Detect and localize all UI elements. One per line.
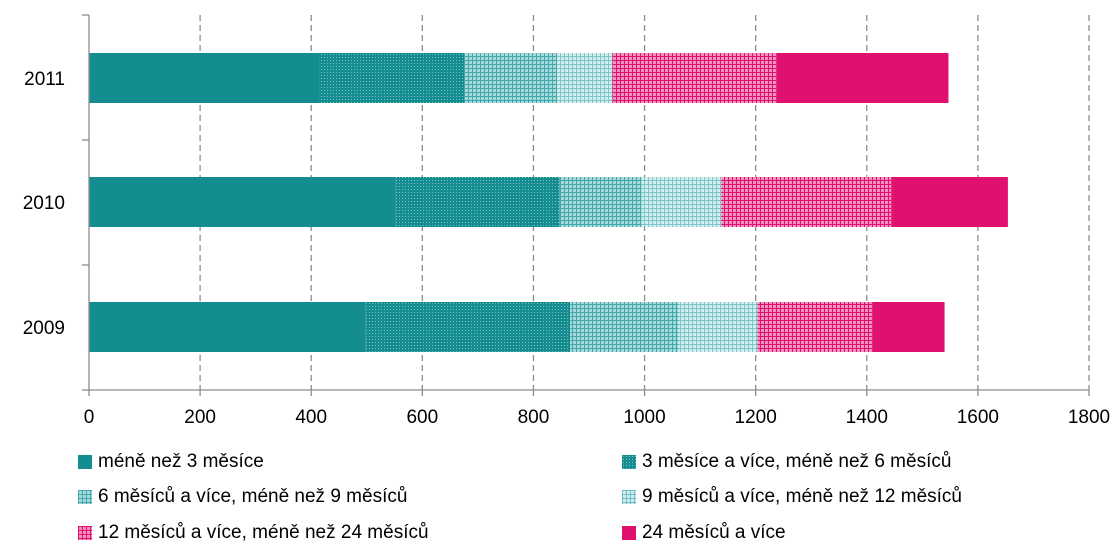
- bar-segment: [872, 302, 945, 352]
- x-tick-label: 1200: [735, 407, 777, 428]
- bar-segment: [395, 177, 560, 227]
- axes: 0 200 400 600 800 1000 1200 1400 1600 1800 2011 201…: [23, 14, 1110, 428]
- x-tick-label: 800: [518, 407, 550, 428]
- bar-segment: [721, 177, 892, 227]
- bar-segment: [612, 53, 777, 103]
- bar-segment: [89, 302, 366, 352]
- x-tick-label: 1600: [957, 407, 999, 428]
- bar-segment: [776, 53, 949, 103]
- bar-segment: [559, 177, 642, 227]
- bars: [89, 53, 1008, 352]
- bar-segment: [89, 53, 320, 103]
- y-category-label: 2010: [23, 193, 65, 214]
- bar-segment: [570, 302, 679, 352]
- bar-segment: [319, 53, 464, 103]
- x-tick-label: 1000: [623, 407, 665, 428]
- bar-segment: [641, 177, 722, 227]
- x-tick-label: 1800: [1068, 407, 1110, 428]
- bar-segment: [678, 302, 758, 352]
- bar-segment: [89, 177, 396, 227]
- x-tick-label: 1400: [846, 407, 888, 428]
- bar-segment: [365, 302, 571, 352]
- x-tick-label: 400: [295, 407, 327, 428]
- x-tick-label: 0: [84, 407, 95, 428]
- bar-segment: [891, 177, 1008, 227]
- x-tick-label: 600: [406, 407, 438, 428]
- bar-segment: [464, 53, 558, 103]
- bar-segment: [557, 53, 613, 103]
- x-tick-label: 200: [184, 407, 216, 428]
- y-category-label: 2009: [23, 318, 65, 339]
- y-category-label: 2011: [24, 69, 65, 90]
- bar-segment: [757, 302, 873, 352]
